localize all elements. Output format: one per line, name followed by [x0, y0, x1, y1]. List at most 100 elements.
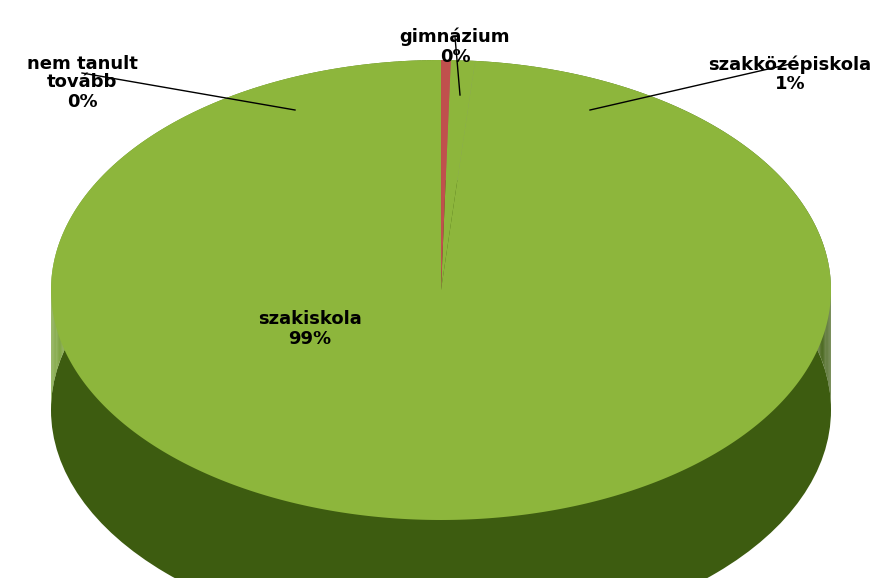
- Polygon shape: [706, 121, 709, 243]
- Polygon shape: [648, 95, 652, 217]
- Polygon shape: [822, 240, 823, 364]
- Polygon shape: [796, 195, 798, 317]
- Polygon shape: [403, 61, 407, 181]
- Polygon shape: [295, 76, 299, 197]
- Polygon shape: [184, 115, 187, 237]
- Polygon shape: [623, 87, 627, 208]
- Polygon shape: [627, 88, 631, 209]
- Polygon shape: [99, 177, 102, 299]
- Polygon shape: [792, 190, 794, 312]
- Polygon shape: [273, 81, 276, 203]
- Polygon shape: [818, 229, 819, 352]
- Polygon shape: [218, 99, 223, 221]
- Polygon shape: [191, 112, 195, 234]
- Polygon shape: [63, 232, 64, 355]
- Polygon shape: [551, 69, 555, 190]
- Polygon shape: [532, 66, 537, 187]
- Polygon shape: [537, 67, 542, 188]
- Polygon shape: [94, 181, 97, 304]
- Polygon shape: [417, 60, 422, 180]
- Polygon shape: [166, 125, 170, 247]
- Polygon shape: [809, 213, 810, 336]
- Polygon shape: [162, 127, 166, 249]
- Polygon shape: [383, 62, 388, 183]
- Polygon shape: [341, 67, 345, 188]
- Polygon shape: [57, 246, 58, 369]
- Polygon shape: [759, 157, 763, 280]
- Polygon shape: [592, 78, 597, 199]
- Text: tovább: tovább: [47, 73, 117, 91]
- Polygon shape: [720, 129, 723, 251]
- Polygon shape: [255, 87, 260, 208]
- Polygon shape: [243, 91, 246, 212]
- Polygon shape: [823, 243, 824, 366]
- Polygon shape: [72, 213, 73, 336]
- Polygon shape: [815, 224, 816, 347]
- Polygon shape: [574, 74, 578, 195]
- Polygon shape: [745, 146, 748, 268]
- Polygon shape: [84, 194, 87, 317]
- Polygon shape: [485, 61, 489, 182]
- Polygon shape: [441, 60, 451, 290]
- Polygon shape: [88, 189, 90, 312]
- Polygon shape: [369, 64, 374, 184]
- Polygon shape: [378, 62, 383, 183]
- Polygon shape: [59, 240, 60, 363]
- Polygon shape: [668, 103, 672, 225]
- Polygon shape: [523, 65, 528, 186]
- Polygon shape: [789, 187, 792, 309]
- Polygon shape: [713, 125, 716, 247]
- Polygon shape: [431, 60, 436, 180]
- Polygon shape: [702, 119, 706, 241]
- Polygon shape: [291, 77, 295, 198]
- Polygon shape: [61, 235, 63, 358]
- Polygon shape: [766, 162, 768, 284]
- Polygon shape: [768, 165, 771, 287]
- Polygon shape: [299, 75, 304, 196]
- Polygon shape: [234, 94, 238, 215]
- Polygon shape: [393, 61, 397, 181]
- Polygon shape: [336, 68, 341, 188]
- Polygon shape: [781, 177, 783, 299]
- Polygon shape: [754, 153, 757, 275]
- Polygon shape: [578, 75, 583, 196]
- Polygon shape: [71, 216, 72, 338]
- Polygon shape: [785, 182, 788, 304]
- Polygon shape: [726, 133, 729, 255]
- Polygon shape: [374, 63, 378, 183]
- Polygon shape: [156, 131, 159, 253]
- Polygon shape: [80, 199, 82, 323]
- Polygon shape: [528, 66, 532, 187]
- Polygon shape: [778, 175, 781, 297]
- Polygon shape: [223, 98, 226, 220]
- Polygon shape: [388, 62, 393, 182]
- Polygon shape: [202, 106, 207, 228]
- Polygon shape: [816, 227, 818, 350]
- Polygon shape: [134, 146, 137, 268]
- Polygon shape: [322, 70, 327, 191]
- Polygon shape: [238, 92, 243, 213]
- Polygon shape: [364, 64, 369, 184]
- Polygon shape: [475, 61, 480, 181]
- Polygon shape: [680, 108, 683, 230]
- Polygon shape: [819, 235, 821, 358]
- Polygon shape: [698, 117, 702, 239]
- Polygon shape: [499, 62, 504, 183]
- Polygon shape: [75, 208, 77, 330]
- Polygon shape: [691, 113, 695, 235]
- Polygon shape: [195, 110, 199, 232]
- Polygon shape: [177, 119, 180, 241]
- Polygon shape: [660, 100, 664, 221]
- Polygon shape: [350, 66, 355, 186]
- Polygon shape: [173, 121, 177, 243]
- Polygon shape: [147, 137, 149, 260]
- Polygon shape: [810, 216, 811, 339]
- Polygon shape: [355, 65, 359, 186]
- Polygon shape: [109, 167, 111, 289]
- Polygon shape: [102, 174, 104, 297]
- Polygon shape: [807, 210, 809, 333]
- Polygon shape: [128, 150, 131, 273]
- Polygon shape: [824, 246, 825, 369]
- Polygon shape: [73, 210, 75, 333]
- Polygon shape: [788, 184, 789, 307]
